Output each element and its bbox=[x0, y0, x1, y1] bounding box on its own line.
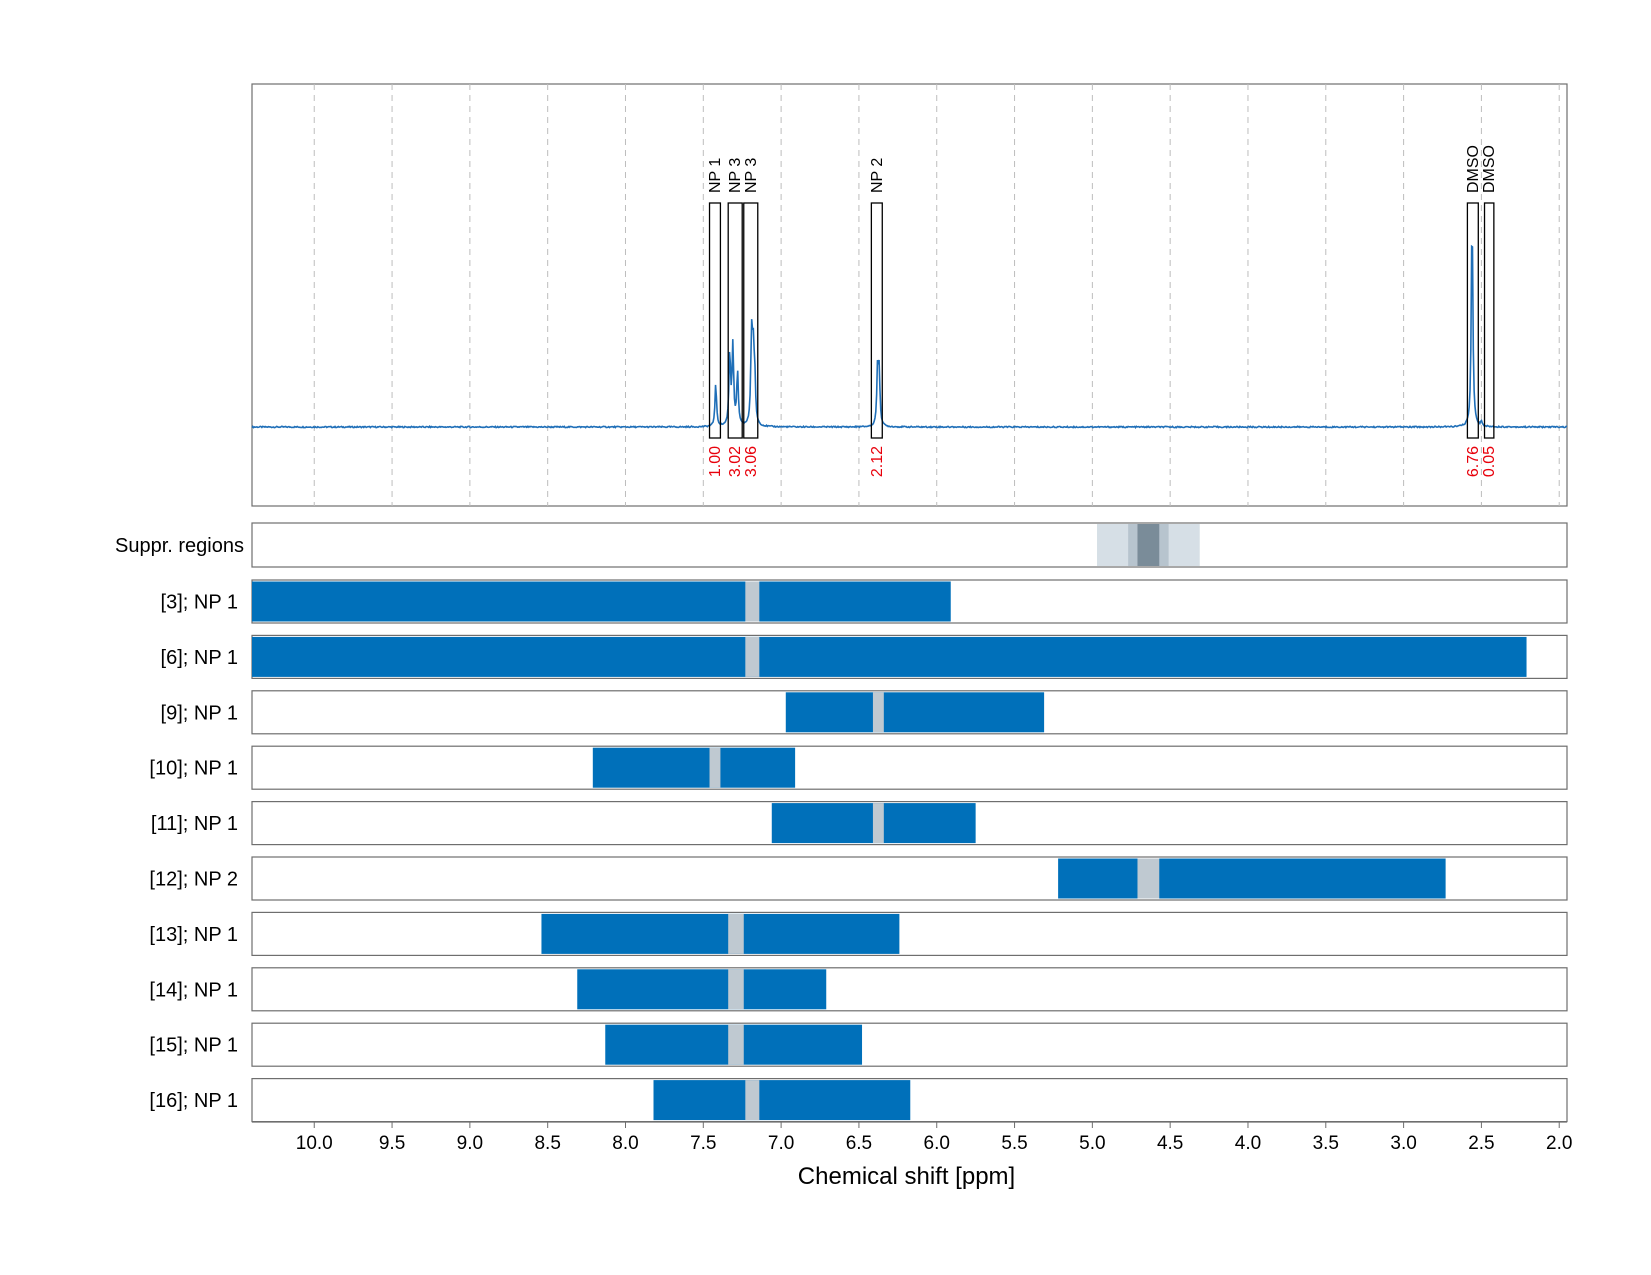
range-bar-3 bbox=[592, 747, 796, 788]
spectrum-line bbox=[251, 244, 1568, 429]
range-bar-6 bbox=[541, 913, 900, 954]
suppression-row-frame bbox=[251, 522, 1568, 568]
range-bar-5 bbox=[1058, 858, 1446, 899]
row-frame-8 bbox=[251, 1022, 1568, 1067]
range-bar-0 bbox=[252, 581, 951, 622]
row-label-6: [13]; NP 1 bbox=[149, 924, 238, 946]
range-gap-0 bbox=[745, 581, 760, 622]
region-label-3: NP 2 bbox=[869, 158, 886, 193]
x-tick-label-11: 4.5 bbox=[1157, 1133, 1183, 1154]
x-tick-label-13: 3.5 bbox=[1313, 1133, 1339, 1154]
row-frame-3 bbox=[251, 745, 1568, 790]
range-gap-5 bbox=[1137, 858, 1160, 899]
range-gap-1 bbox=[745, 636, 760, 677]
range-bar-2 bbox=[785, 692, 1045, 733]
range-bar-1 bbox=[252, 636, 1527, 677]
x-tick-label-16: 2.0 bbox=[1546, 1133, 1572, 1154]
range-gap-9 bbox=[745, 1080, 760, 1121]
row-label-8: [15]; NP 1 bbox=[149, 1035, 238, 1057]
row-label-2: [9]; NP 1 bbox=[161, 702, 238, 724]
region-label-2: NP 3 bbox=[743, 158, 760, 193]
range-gap-8 bbox=[728, 1024, 744, 1065]
row-label-9: [16]; NP 1 bbox=[149, 1090, 238, 1112]
x-tick-label-3: 8.5 bbox=[534, 1133, 560, 1154]
integration-region-5 bbox=[1483, 202, 1495, 439]
region-label-4: DMSO bbox=[1465, 145, 1482, 193]
row-label-7: [14]; NP 1 bbox=[149, 979, 238, 1001]
integration-region-3 bbox=[870, 202, 883, 439]
integral-label-1: 3.02 bbox=[727, 446, 744, 477]
suppression-row-label: Suppr. regions bbox=[115, 535, 244, 557]
integration-region-2 bbox=[743, 202, 759, 439]
x-tick-label-6: 7.0 bbox=[768, 1133, 794, 1154]
integration-region-4 bbox=[1466, 202, 1479, 439]
x-tick-label-1: 9.5 bbox=[379, 1133, 405, 1154]
integral-label-0: 1.00 bbox=[707, 446, 724, 477]
x-tick-label-8: 6.0 bbox=[924, 1133, 950, 1154]
row-label-3: [10]; NP 1 bbox=[149, 758, 238, 780]
range-gap-6 bbox=[728, 913, 744, 954]
range-gap-7 bbox=[728, 969, 744, 1010]
x-tick-label-10: 5.0 bbox=[1079, 1133, 1105, 1154]
x-tick-label-2: 9.0 bbox=[457, 1133, 483, 1154]
region-label-0: NP 1 bbox=[707, 158, 724, 193]
x-tick-label-9: 5.5 bbox=[1001, 1133, 1027, 1154]
integration-region-0 bbox=[708, 202, 722, 439]
x-tick-label-15: 2.5 bbox=[1468, 1133, 1494, 1154]
x-tick-label-4: 8.0 bbox=[612, 1133, 638, 1154]
suppression-band-2 bbox=[1137, 524, 1160, 566]
row-label-4: [11]; NP 1 bbox=[151, 813, 238, 835]
range-gap-3 bbox=[709, 747, 721, 788]
row-label-1: [6]; NP 1 bbox=[161, 647, 238, 669]
x-tick-label-7: 6.5 bbox=[846, 1133, 872, 1154]
x-tick-label-5: 7.5 bbox=[690, 1133, 716, 1154]
x-tick-label-0: 10.0 bbox=[296, 1133, 333, 1154]
range-bar-9 bbox=[653, 1080, 911, 1121]
range-gap-4 bbox=[872, 803, 884, 844]
row-label-0: [3]; NP 1 bbox=[161, 592, 238, 614]
spectrum-panel-frame bbox=[251, 83, 1568, 507]
region-label-1: NP 3 bbox=[727, 158, 744, 193]
x-tick-label-12: 4.0 bbox=[1235, 1133, 1261, 1154]
integral-label-5: 0.05 bbox=[1481, 446, 1498, 477]
integration-region-1 bbox=[727, 202, 743, 439]
region-label-5: DMSO bbox=[1481, 145, 1498, 193]
integral-label-4: 6.76 bbox=[1465, 446, 1482, 477]
range-bar-7 bbox=[577, 969, 827, 1010]
row-frame-6 bbox=[251, 911, 1568, 957]
row-frame-7 bbox=[251, 967, 1568, 1012]
x-axis-title: Chemical shift [ppm] bbox=[798, 1163, 1015, 1190]
row-label-5: [12]; NP 2 bbox=[149, 869, 238, 891]
x-tick-label-14: 3.0 bbox=[1390, 1133, 1416, 1154]
integral-label-3: 2.12 bbox=[869, 446, 886, 477]
range-gap-2 bbox=[872, 692, 884, 733]
integral-label-2: 3.06 bbox=[743, 446, 760, 477]
